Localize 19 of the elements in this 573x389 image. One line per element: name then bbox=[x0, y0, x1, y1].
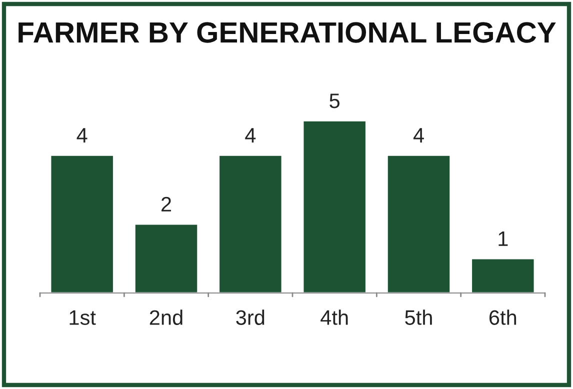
bar bbox=[134, 223, 199, 293]
x-tick-label: 4th bbox=[320, 310, 348, 325]
x-tick-label: 6th bbox=[489, 310, 516, 325]
data-label: 4 bbox=[76, 128, 88, 142]
x-tick-label: 2nd bbox=[150, 310, 182, 325]
bar bbox=[50, 154, 114, 293]
x-tick-label: 3rd bbox=[236, 310, 264, 325]
data-label: 4 bbox=[245, 128, 256, 142]
x-tick-label: 1st bbox=[70, 310, 96, 325]
data-label: 2 bbox=[162, 196, 171, 212]
data-label: 5 bbox=[330, 94, 340, 108]
data-label: 4 bbox=[413, 128, 424, 142]
data-label: 1 bbox=[498, 232, 508, 246]
bar bbox=[218, 154, 283, 293]
bar bbox=[302, 120, 367, 293]
bar bbox=[386, 154, 452, 293]
bar bbox=[470, 258, 536, 293]
x-tick-label: 5th bbox=[405, 310, 432, 325]
chart-title: FARMER BY GENERATIONAL LEGACY bbox=[18, 22, 556, 43]
